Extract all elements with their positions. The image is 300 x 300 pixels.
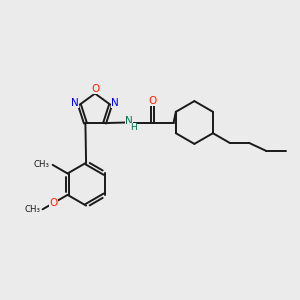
Text: N: N (125, 116, 133, 126)
Text: O: O (91, 84, 99, 94)
Text: CH₃: CH₃ (33, 160, 49, 169)
Text: CH₃: CH₃ (24, 205, 40, 214)
Text: O: O (49, 198, 58, 208)
Text: N: N (71, 98, 79, 108)
Text: N: N (111, 98, 119, 108)
Text: H: H (130, 123, 136, 132)
Text: O: O (148, 96, 156, 106)
